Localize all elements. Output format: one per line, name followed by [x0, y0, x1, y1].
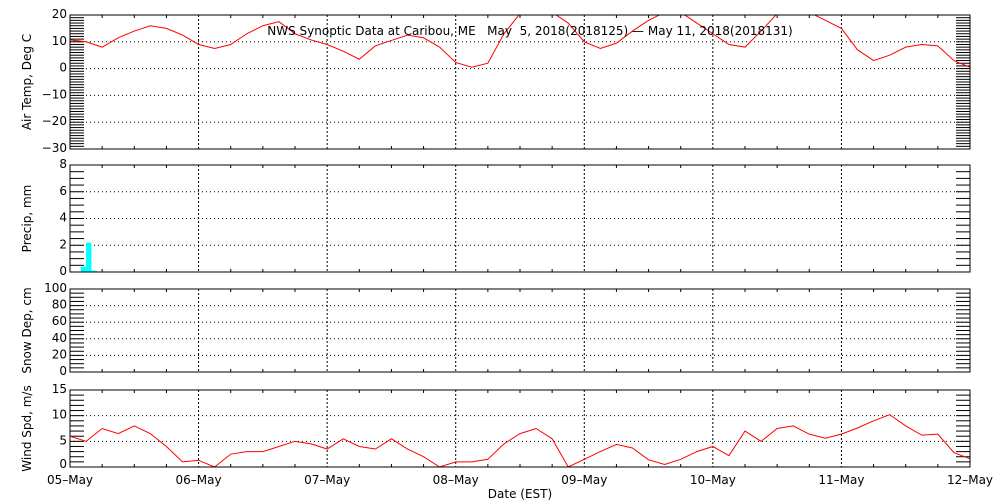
data-line: [70, 414, 970, 467]
x-tick-label: 10–May: [690, 473, 736, 487]
x-tick-label: 11–May: [818, 473, 864, 487]
y-tick-label: 60: [52, 314, 67, 328]
panel-frame: [69, 164, 971, 273]
y-tick-label: 0: [59, 364, 67, 378]
x-axis-label: Date (EST): [488, 487, 552, 500]
y-tick-label: 4: [59, 211, 67, 225]
x-tick-label: 08–May: [433, 473, 479, 487]
y-tick-label: 6: [59, 184, 67, 198]
panel-1: 0 2 4 6 8 Precip, mm: [20, 157, 971, 278]
x-tick-label: 07–May: [304, 473, 350, 487]
y-axis-label: Precip, mm: [20, 185, 34, 253]
x-tick-label: 12–May: [947, 473, 993, 487]
y-tick-label: 10: [52, 408, 67, 422]
x-tick-label: 05–May: [47, 473, 93, 487]
y-tick-label: 80: [52, 298, 67, 312]
panel-frame: [69, 288, 971, 373]
data-line: [70, 15, 970, 68]
panel-frame: [69, 389, 971, 468]
chart-title: NWS Synoptic Data at Caribou, ME May 5, …: [267, 24, 792, 38]
y-tick-label: 2: [59, 237, 67, 251]
y-axis-label: Air Temp, Deg C: [20, 34, 34, 130]
precip-bar: [80, 266, 87, 272]
y-tick-label: −30: [42, 141, 67, 155]
y-axis-label: Wind Spd, m/s: [20, 385, 34, 471]
precip-bar: [86, 242, 92, 272]
x-tick-label: 09–May: [561, 473, 607, 487]
y-tick-label: 10: [52, 34, 67, 48]
panel-2: 0 20 40 60 80 100 Snow Dep, cm: [20, 281, 971, 378]
panel-frame: [69, 14, 971, 150]
x-tick-label: 06–May: [176, 473, 222, 487]
y-tick-label: 20: [52, 347, 67, 361]
y-tick-label: 0: [59, 264, 67, 278]
y-axis-label: Snow Dep, cm: [20, 287, 34, 373]
y-tick-label: 40: [52, 331, 67, 345]
y-tick-label: 0: [59, 61, 67, 75]
precip-bar: [91, 270, 97, 272]
panel-0: −30 −20 −10 0 10 20 Air Temp, Deg C: [20, 7, 971, 155]
y-tick-label: 15: [52, 382, 67, 396]
y-tick-label: −10: [42, 87, 67, 101]
y-tick-label: 5: [59, 433, 67, 447]
y-tick-label: 20: [52, 7, 67, 21]
panel-3: 0 5 10 15 Wind Spd, m/s: [20, 382, 971, 472]
y-tick-label: 8: [59, 157, 67, 171]
y-tick-label: 100: [44, 281, 67, 295]
y-tick-label: 0: [59, 457, 67, 471]
y-tick-label: −20: [42, 114, 67, 128]
